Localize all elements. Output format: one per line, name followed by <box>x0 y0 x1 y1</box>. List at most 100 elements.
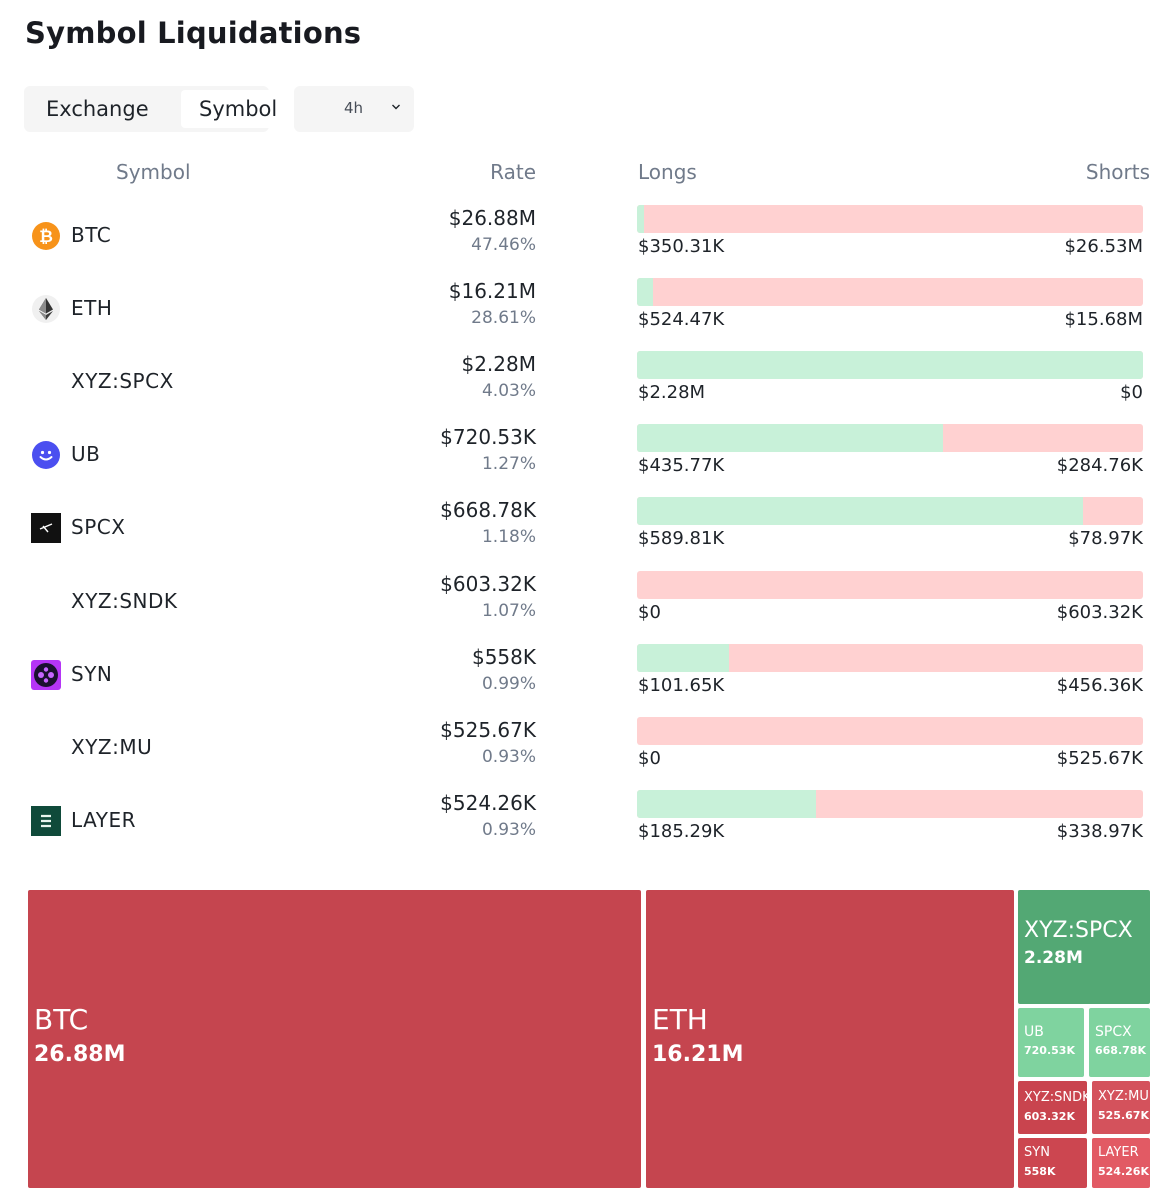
table-row[interactable]: ₿ BTC $26.88M 47.46% $350.31K $26.53M <box>0 205 1174 278</box>
column-header-shorts: Shorts <box>1085 160 1150 184</box>
shorts-value: $78.97K <box>1068 528 1143 550</box>
table-row[interactable]: LAYER $524.26K 0.93% $185.29K $338.97K <box>0 789 1174 863</box>
spcx-icon <box>31 513 61 544</box>
rate-percent: 0.93% <box>481 819 536 840</box>
treemap-value: 603.32K <box>1024 1110 1075 1123</box>
long-short-bar <box>637 205 1143 233</box>
long-share-fill <box>637 643 730 672</box>
table-row[interactable]: ETH $16.21M 28.61% $524.47K $15.68M <box>0 278 1174 351</box>
table-row[interactable]: SYN $558K 0.99% $101.65K $456.36K <box>0 643 1174 717</box>
treemap-value: 720.53K <box>1024 1044 1075 1057</box>
rate-value: $603.32K <box>440 571 536 596</box>
treemap-label: ETH <box>652 1003 708 1036</box>
rate-value: $525.67K <box>440 717 536 742</box>
treemap-label: UB <box>1024 1024 1044 1040</box>
treemap-tile[interactable]: UB 720.53K <box>1018 1008 1084 1077</box>
treemap-value: 16.21M <box>652 1042 744 1067</box>
symbol-name: BTC <box>71 223 112 247</box>
rate-percent: 4.03% <box>481 381 536 402</box>
table-row[interactable]: SPCX $668.78K 1.18% $589.81K $78.97K <box>0 497 1174 570</box>
long-short-bar <box>637 497 1143 526</box>
longs-value: $435.77K <box>638 455 725 477</box>
shorts-value: $15.68M <box>1064 309 1143 331</box>
column-header-longs: Longs <box>638 160 697 184</box>
treemap-label: SYN <box>1024 1145 1050 1160</box>
symbol-name: XYZ:SNDK <box>71 588 178 613</box>
long-share-fill <box>637 205 644 233</box>
shorts-value: $456.36K <box>1056 674 1143 696</box>
longs-value: $350.31K <box>638 236 725 257</box>
table-row[interactable]: XYZ:MU $525.67K 0.93% $0 $525.67K <box>0 716 1174 790</box>
tab-exchange[interactable]: Exchange <box>46 97 149 121</box>
syn-icon <box>31 659 61 690</box>
longs-value: $2.28M <box>638 382 706 404</box>
treemap-value: 668.78K <box>1095 1044 1146 1057</box>
treemap-value: 2.28M <box>1024 948 1083 968</box>
treemap-value: 558K <box>1024 1165 1056 1178</box>
treemap-tile[interactable]: XYZ:SPCX 2.28M <box>1018 890 1150 1004</box>
long-short-bar <box>637 789 1143 818</box>
long-short-bar <box>637 278 1143 307</box>
bitcoin-icon: ₿ <box>31 221 61 251</box>
treemap-label: XYZ:SPCX <box>1024 918 1133 943</box>
rate-value: $668.78K <box>440 498 536 523</box>
long-share-fill <box>637 497 1084 526</box>
svg-text:₿: ₿ <box>39 227 53 247</box>
treemap-label: LAYER <box>1098 1145 1139 1160</box>
column-header-symbol: Symbol <box>116 160 191 184</box>
rate-percent: 1.07% <box>481 600 536 621</box>
period-value: 4h <box>344 99 364 117</box>
symbol-name: LAYER <box>71 807 136 832</box>
symbol-name: XYZ:SPCX <box>71 369 174 394</box>
treemap-value: 524.26K <box>1098 1165 1149 1178</box>
rate-value: $524.26K <box>440 790 536 815</box>
rate-value: $26.88M <box>448 206 536 230</box>
treemap-tile[interactable]: SYN 558K <box>1018 1138 1087 1188</box>
treemap-tile[interactable]: ETH 16.21M <box>646 890 1014 1188</box>
treemap-tile[interactable]: SPCX 668.78K <box>1089 1008 1150 1077</box>
chevron-down-icon <box>392 104 400 110</box>
shorts-value: $525.67K <box>1056 747 1143 769</box>
rate-percent: 47.46% <box>471 235 536 255</box>
symbol-name: XYZ:MU <box>71 734 153 759</box>
long-share-fill <box>637 789 816 818</box>
treemap-label: SPCX <box>1095 1024 1132 1040</box>
period-dropdown[interactable]: 4h <box>294 86 414 132</box>
rate-value: $558K <box>471 644 536 669</box>
rate-percent: 28.61% <box>471 308 536 329</box>
longs-value: $0 <box>638 747 661 769</box>
long-share-fill <box>637 424 944 453</box>
treemap-tile[interactable]: BTC 26.88M <box>28 890 641 1188</box>
column-header-rate: Rate <box>490 160 536 184</box>
page-title: Symbol Liquidations <box>25 16 362 50</box>
ethereum-icon <box>31 294 61 324</box>
treemap-tile[interactable]: XYZ:SNDK 603.32K <box>1018 1081 1087 1134</box>
long-short-bar <box>637 716 1143 745</box>
long-short-bar <box>637 424 1143 453</box>
rate-percent: 0.99% <box>481 673 536 694</box>
table-row[interactable]: XYZ:SPCX $2.28M 4.03% $2.28M $0 <box>0 351 1174 424</box>
long-short-bar <box>637 643 1143 672</box>
treemap-label: XYZ:MU <box>1098 1089 1149 1104</box>
treemap-tile[interactable]: LAYER 524.26K <box>1092 1138 1150 1188</box>
rate-value: $16.21M <box>448 279 536 304</box>
longs-value: $101.65K <box>638 674 725 696</box>
table-row[interactable]: UB $720.53K 1.27% $435.77K $284.76K <box>0 424 1174 497</box>
longs-value: $185.29K <box>638 820 725 842</box>
shorts-value: $603.32K <box>1056 601 1143 623</box>
table-row[interactable]: XYZ:SNDK $603.32K 1.07% $0 $603.32K <box>0 570 1174 644</box>
shorts-value: $26.53M <box>1064 236 1143 257</box>
treemap-tile[interactable]: XYZ:MU 525.67K <box>1092 1081 1150 1134</box>
symbol-name: UB <box>71 442 101 467</box>
rate-percent: 1.18% <box>481 527 536 548</box>
symbol-name: SYN <box>71 661 113 686</box>
symbol-name: SPCX <box>71 515 126 540</box>
rate-value: $720.53K <box>440 425 536 450</box>
view-toggle: Exchange Symbol <box>24 86 296 132</box>
tab-symbol[interactable]: Symbol <box>181 90 296 128</box>
treemap-label: XYZ:SNDK <box>1024 1090 1087 1105</box>
treemap-value: 525.67K <box>1098 1109 1149 1122</box>
rate-value: $2.28M <box>461 352 536 377</box>
treemap-value: 26.88M <box>34 1042 126 1067</box>
